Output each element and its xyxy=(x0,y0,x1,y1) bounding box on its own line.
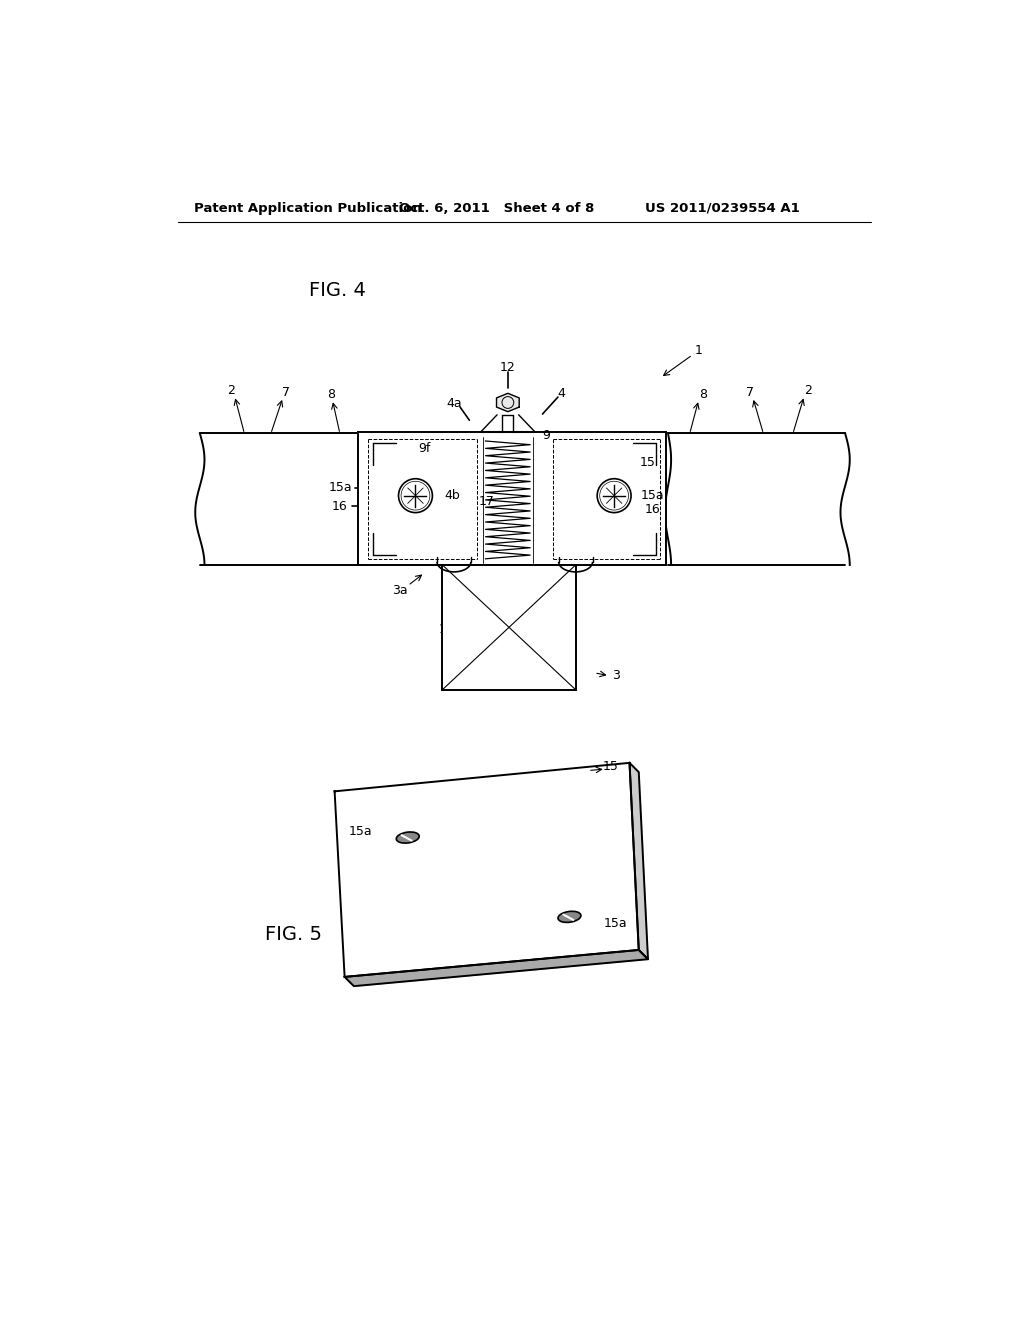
Text: 4a: 4a xyxy=(446,397,462,409)
Text: 16: 16 xyxy=(332,500,348,513)
Text: 15: 15 xyxy=(640,455,656,469)
Text: 2: 2 xyxy=(226,384,234,397)
Polygon shape xyxy=(630,763,648,960)
Text: 12: 12 xyxy=(500,362,516,375)
Bar xyxy=(442,565,575,689)
Text: 17: 17 xyxy=(479,495,495,508)
Text: 9f: 9f xyxy=(419,442,431,455)
Polygon shape xyxy=(497,393,519,412)
Text: 9: 9 xyxy=(543,429,550,442)
Text: 15a: 15a xyxy=(328,482,352,495)
Text: 1: 1 xyxy=(695,345,702,358)
Text: 9b: 9b xyxy=(478,611,495,624)
Ellipse shape xyxy=(558,911,581,923)
Text: 17: 17 xyxy=(438,623,455,636)
Text: 4b: 4b xyxy=(444,490,461,502)
Text: 16: 16 xyxy=(645,503,660,516)
Text: 9b: 9b xyxy=(539,611,554,624)
Text: 8: 8 xyxy=(327,388,335,400)
Text: 4: 4 xyxy=(558,387,565,400)
Text: 15a: 15a xyxy=(348,825,372,838)
Text: US 2011/0239554 A1: US 2011/0239554 A1 xyxy=(645,202,800,215)
Text: 15a: 15a xyxy=(604,916,628,929)
Text: 15a: 15a xyxy=(641,490,665,502)
Text: Patent Application Publication: Patent Application Publication xyxy=(195,202,422,215)
Circle shape xyxy=(597,479,631,512)
Ellipse shape xyxy=(396,832,419,843)
Text: FIG. 4: FIG. 4 xyxy=(309,281,366,301)
Text: 15: 15 xyxy=(603,760,618,774)
Text: 8: 8 xyxy=(699,388,708,400)
Polygon shape xyxy=(335,763,639,977)
Bar xyxy=(357,432,666,565)
Text: 2: 2 xyxy=(804,384,812,397)
Text: FIG. 5: FIG. 5 xyxy=(265,925,323,944)
Text: 3: 3 xyxy=(611,669,620,682)
Circle shape xyxy=(398,479,432,512)
Polygon shape xyxy=(345,950,648,986)
Text: 7: 7 xyxy=(282,385,290,399)
Text: 7: 7 xyxy=(745,385,754,399)
Text: Oct. 6, 2011   Sheet 4 of 8: Oct. 6, 2011 Sheet 4 of 8 xyxy=(398,202,594,215)
Text: 3a: 3a xyxy=(392,583,408,597)
